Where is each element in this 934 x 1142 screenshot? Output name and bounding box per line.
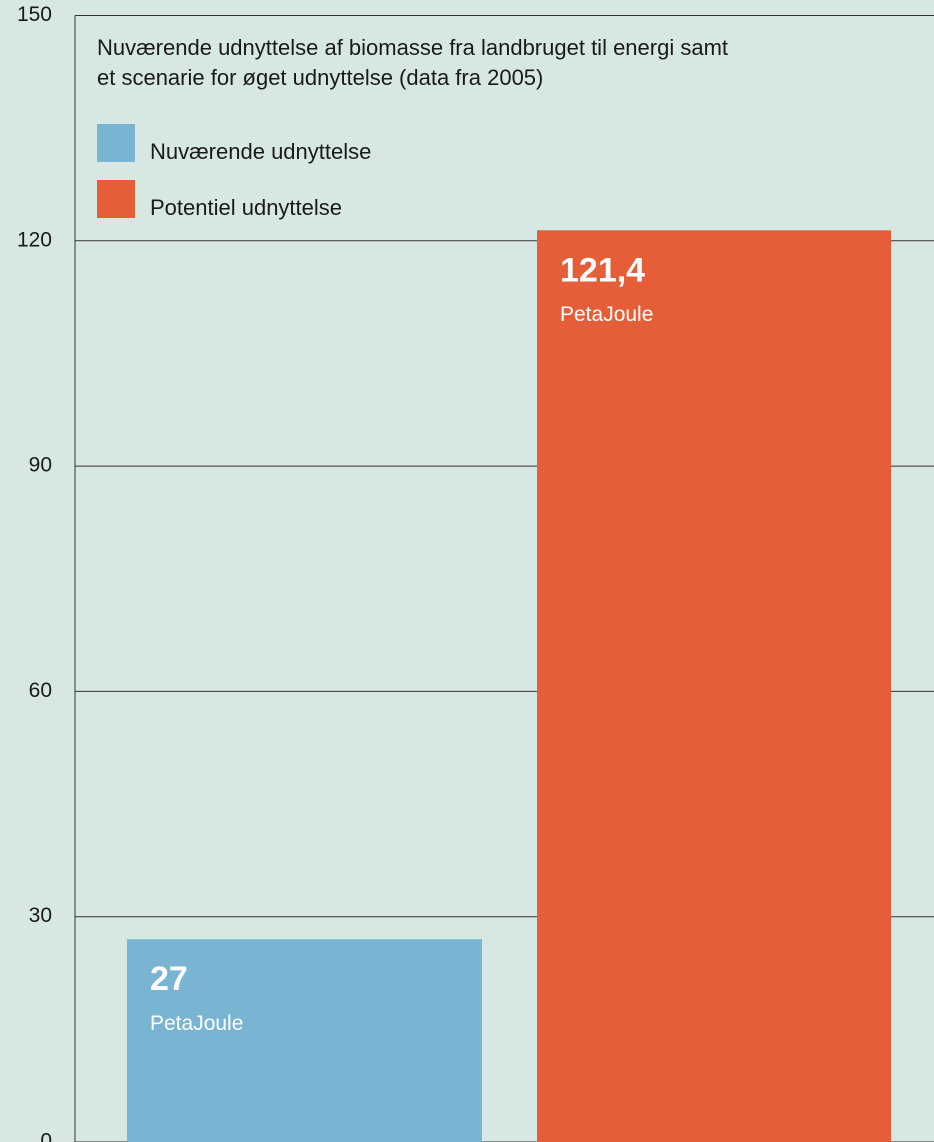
y-tick-label: 30 <box>29 904 52 927</box>
y-tick-label: 120 <box>17 228 52 251</box>
y-tick-label: 60 <box>29 679 52 702</box>
legend-label: Potentiel udnyttelse <box>150 195 342 220</box>
unit-label: PetaJoule <box>560 303 653 326</box>
unit-label: PetaJoule <box>150 1012 243 1035</box>
legend-swatch <box>97 124 135 162</box>
bar <box>537 230 891 1142</box>
legend-swatch <box>97 180 135 218</box>
y-tick-label: 0 <box>40 1130 52 1142</box>
chart-title: Nuværende udnyttelse af biomasse fra lan… <box>97 35 728 60</box>
y-tick-label: 150 <box>17 3 52 26</box>
legend-label: Nuværende udnyttelse <box>150 139 371 164</box>
value-label: 27 <box>150 960 188 998</box>
y-tick-label: 90 <box>29 454 52 477</box>
value-label: 121,4 <box>560 251 645 289</box>
chart-title: et scenarie for øget udnyttelse (data fr… <box>97 65 543 90</box>
bar <box>127 939 482 1142</box>
